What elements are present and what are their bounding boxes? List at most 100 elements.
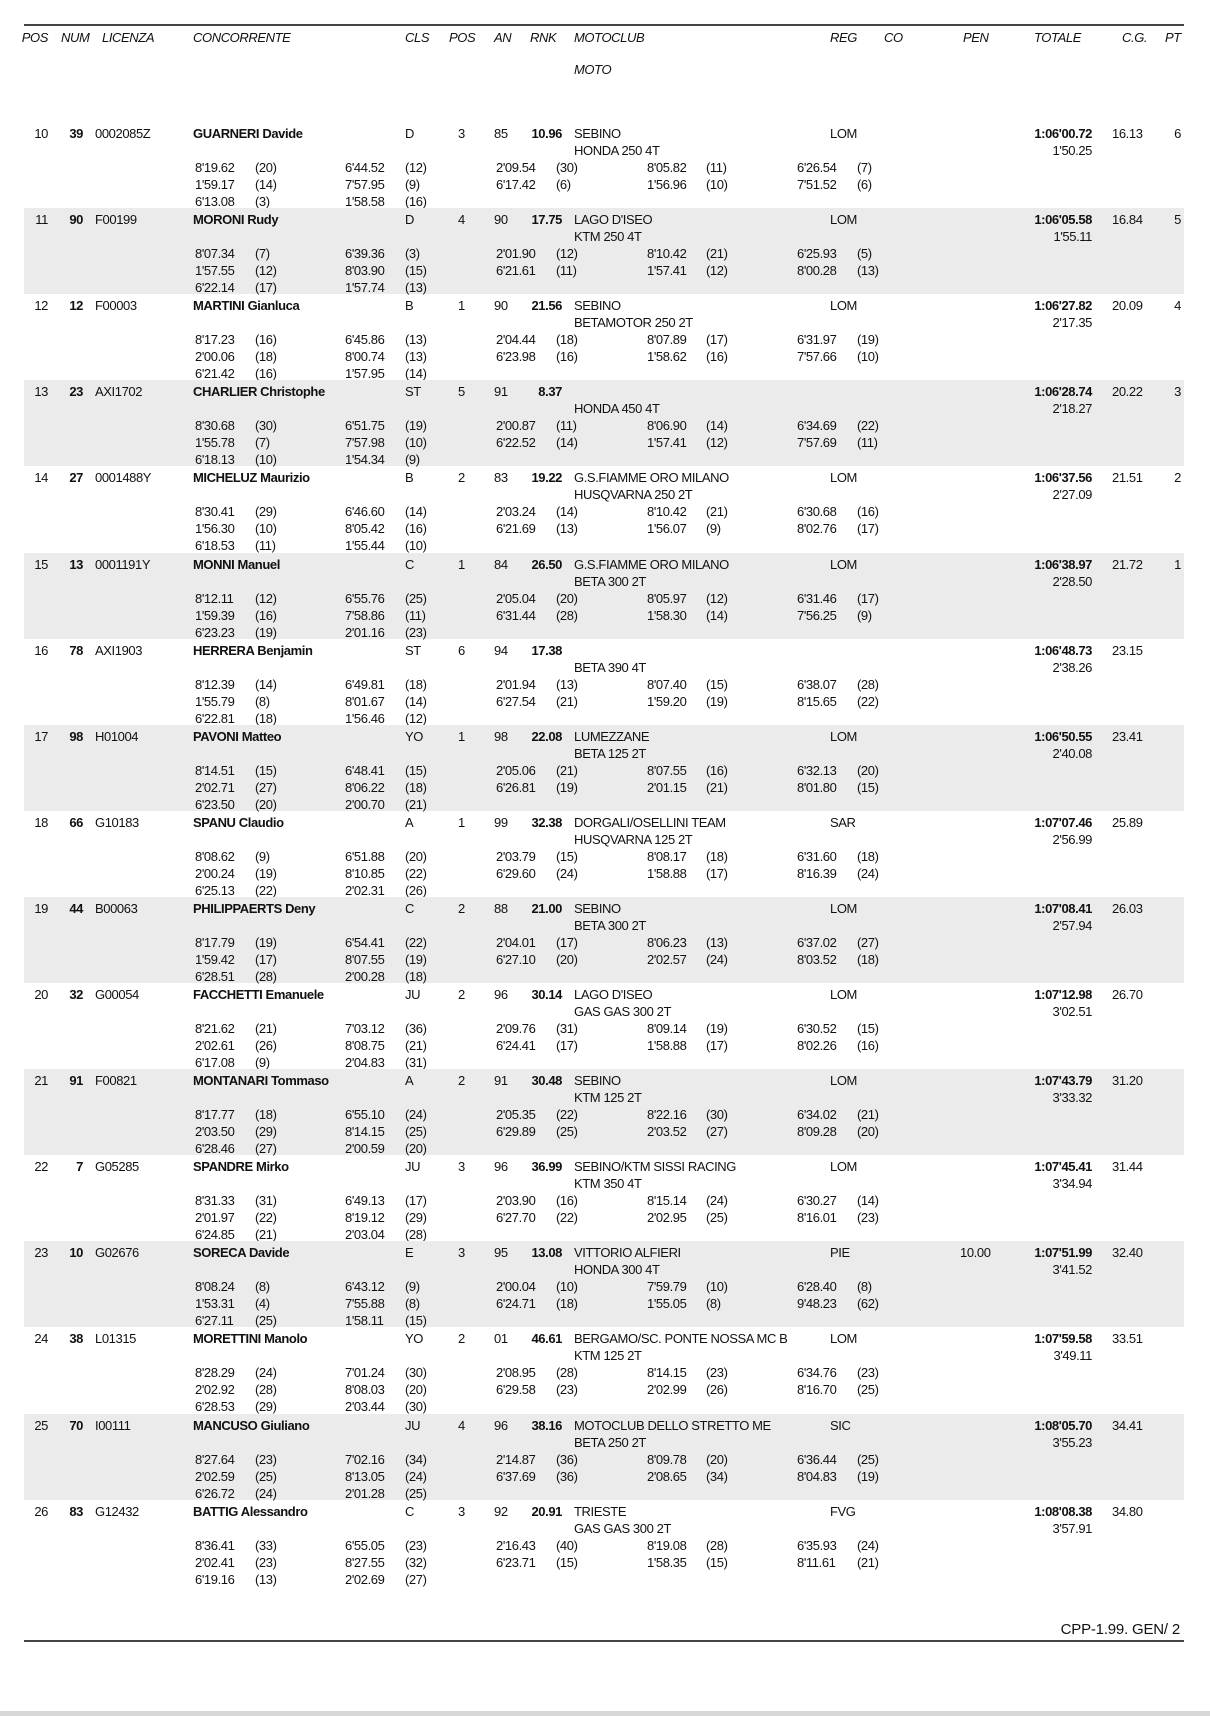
class-position: 2 [458,1073,465,1089]
split-rank: (24) [706,951,728,967]
split-rank: (15) [405,762,427,778]
license: I00111 [95,1417,131,1433]
split-time: 6'27.54 [496,693,536,709]
split-rank: (11) [857,435,878,451]
split-time: 6'30.68 [797,504,837,520]
header-concorrente: CONCORRENTE [193,30,291,45]
split-rank: (33) [255,1537,277,1553]
split-rank: (21) [255,1227,277,1243]
split-time: 8'21.62 [195,1021,235,1036]
region: LOM [830,298,857,314]
region: LOM [830,470,857,486]
split-time: 8'01.67 [345,693,385,709]
split-rank: (22) [556,1210,578,1226]
header-an: AN [494,30,512,45]
split-time: 2'02.61 [195,1038,235,1053]
license: 0001191Y [95,556,151,572]
split-time: 6'21.61 [496,263,536,279]
split-rank: (22) [405,934,427,950]
header-motoclub: MOTOCLUB [574,30,645,45]
class: YO [405,1331,423,1347]
position: 24 [34,1331,48,1347]
split-time: 8'05.97 [647,590,687,606]
split-rank: (12) [706,263,728,279]
split-rank: (17) [706,865,728,881]
split-rank: (17) [556,1038,578,1053]
split-time: 6'25.93 [797,246,837,262]
total-time: 1:06'37.56 [1034,470,1092,486]
year: 83 [494,470,508,486]
split-rank: (29) [255,504,277,520]
rider-name: MORETTINI Manolo [193,1331,308,1347]
year: 90 [494,298,508,314]
split-rank: (10) [255,521,277,537]
rider-name: MONTANARI Tommaso [193,1073,329,1089]
class: YO [405,728,423,744]
split-time: 6'44.52 [345,160,385,175]
split-rank: (34) [706,1468,728,1484]
split-time: 7'57.95 [345,177,385,192]
split-rank: (20) [405,1141,427,1157]
motorcycle: KTM 125 2T [574,1090,642,1106]
split-time: 8'12.39 [195,676,235,692]
split-time: 2'01.97 [195,1210,235,1226]
ranking: 17.75 [531,212,562,228]
split-time: 6'21.42 [195,366,235,382]
gap-time: 3'49.11 [1053,1348,1093,1364]
split-time: 6'35.93 [797,1537,837,1553]
total-time: 1:07'59.58 [1034,1331,1092,1347]
penalty: 10.00 [960,1245,991,1261]
split-time: 6'17.42 [496,177,536,192]
split-rank: (19) [857,1468,879,1484]
split-time: 6'51.88 [345,848,385,864]
total-time: 1:07'45.41 [1034,1159,1092,1175]
split-rank: (29) [255,1399,277,1415]
split-rank: (21) [405,1038,427,1053]
split-time: 8'04.83 [797,1468,837,1484]
split-rank: (25) [255,1313,277,1329]
split-rank: (20) [255,796,277,812]
split-rank: (8) [255,1279,270,1295]
split-rank: (13) [405,332,427,348]
category-points: 25.89 [1112,814,1143,830]
split-time: 8'09.78 [647,1451,687,1467]
split-rank: (13) [556,521,578,537]
split-rank: (14) [405,693,427,709]
split-time: 6'23.71 [496,1554,536,1570]
split-time: 8'06.90 [647,418,687,434]
bib-number: 98 [69,728,83,744]
split-time: 6'34.69 [797,418,837,434]
gap-time: 2'56.99 [1052,831,1093,847]
region: LOM [830,987,857,1002]
position: 11 [35,212,48,228]
split-rank: (31) [556,1021,578,1036]
split-time: 6'28.40 [797,1279,837,1295]
split-rank: (15) [556,1554,578,1570]
class: ST [405,384,421,400]
split-rank: (28) [255,1382,277,1398]
license: G00054 [95,987,139,1002]
split-rank: (9) [405,452,420,468]
split-rank: (9) [405,1279,420,1295]
result-row: 21 91 F00821 MONTANARI Tommaso A 2 91 30.48 SEBI… [24,1069,1184,1157]
split-time: 2'05.06 [496,762,536,778]
split-rank: (12) [405,160,427,175]
split-time: 1'59.39 [195,607,235,623]
license: B00063 [95,900,138,916]
rider-name: GUARNERI Davide [193,126,303,141]
split-time: 9'48.23 [797,1296,837,1312]
split-time: 8'00.28 [797,263,837,279]
split-time: 7'02.16 [345,1451,385,1467]
result-row: 18 66 G10183 SPANU Claudio A 1 99 32.38 DORGALI/… [24,811,1184,898]
split-rank: (36) [556,1451,578,1467]
split-rank: (8) [857,1279,872,1295]
split-time: 8'09.28 [797,1124,837,1140]
category-points: 23.41 [1112,728,1143,744]
split-rank: (27) [405,1571,427,1587]
header-pt: PT [1165,30,1181,45]
position: 21 [34,1073,48,1089]
split-time: 6'48.41 [345,762,385,778]
split-rank: (14) [405,366,427,382]
year: 98 [494,728,508,744]
total-time: 1:06'48.73 [1034,642,1092,658]
